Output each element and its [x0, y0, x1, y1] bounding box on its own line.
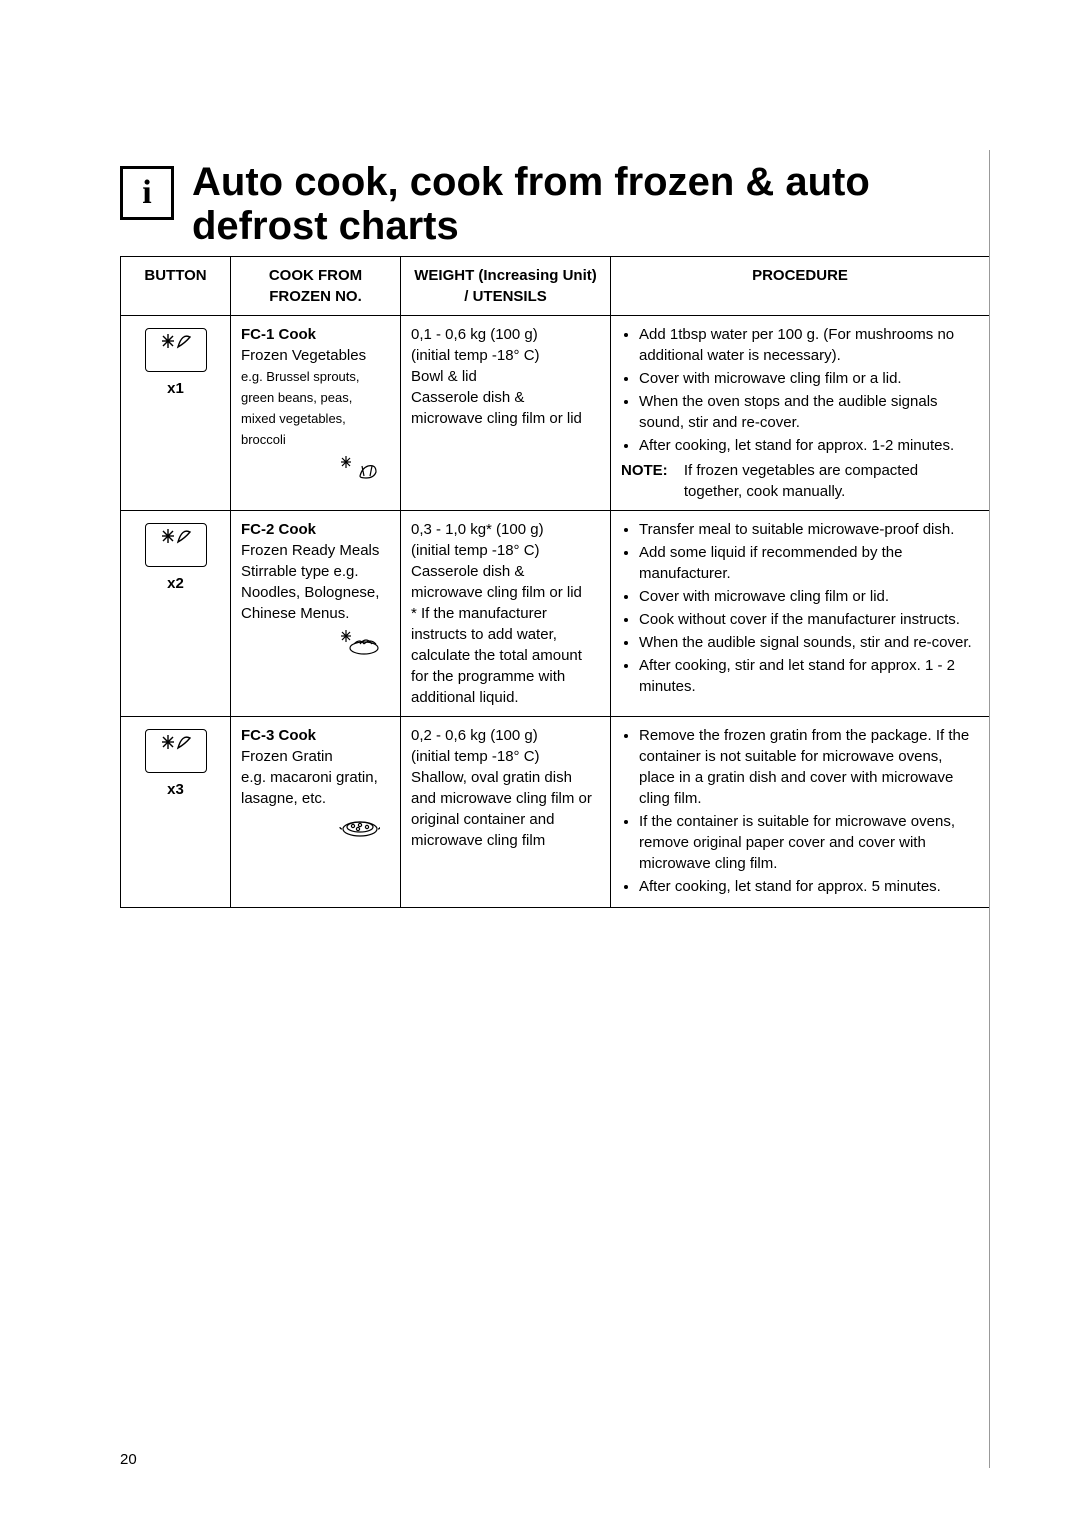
- note-text: If frozen vegetables are compacted toget…: [684, 460, 964, 502]
- procedure-item: Cook without cover if the manufacturer i…: [639, 609, 979, 630]
- page-title: Auto cook, cook from frozen & auto defro…: [192, 160, 990, 248]
- procedure-item: Add 1tbsp water per 100 g. (For mushroom…: [639, 324, 979, 366]
- procedure-list: Remove the frozen gratin from the packag…: [621, 725, 979, 897]
- procedure-cell: Add 1tbsp water per 100 g. (For mushroom…: [611, 316, 990, 511]
- weight-cell: 0,3 - 1,0 kg* (100 g) (initial temp -18°…: [401, 511, 611, 717]
- frozen-button-icon: [145, 729, 207, 773]
- page-container: i Auto cook, cook from frozen & auto def…: [0, 0, 1080, 1528]
- procedure-cell: Transfer meal to suitable microwave-proo…: [611, 511, 990, 717]
- cook-cell: FC-2 Cook Frozen Ready Meals Stirrable t…: [231, 511, 401, 717]
- program-body: Frozen Gratin: [241, 748, 333, 765]
- press-count: x3: [131, 779, 220, 800]
- heading-row: i Auto cook, cook from frozen & auto def…: [120, 160, 990, 248]
- procedure-cell: Remove the frozen gratin from the packag…: [611, 717, 990, 908]
- gratin-icon: [241, 813, 390, 845]
- procedure-item: After cooking, let stand for approx. 5 m…: [639, 876, 979, 897]
- procedure-item: Add some liquid if recommended by the ma…: [639, 542, 979, 584]
- utensils: Casserole dish & microwave cling film or…: [411, 563, 582, 706]
- program-name: FC-1 Cook: [241, 326, 316, 343]
- table-row: x2 FC-2 Cook Frozen Ready Meals Stirrabl…: [121, 511, 990, 717]
- col-button: BUTTON: [121, 257, 231, 316]
- button-cell: x3: [121, 717, 231, 908]
- press-count: x2: [131, 573, 220, 594]
- procedure-item: Transfer meal to suitable microwave-proo…: [639, 519, 979, 540]
- initial-temp: (initial temp -18° C): [411, 542, 540, 559]
- weight-range: 0,1 - 0,6 kg (100 g): [411, 326, 538, 343]
- frozen-button-icon: [145, 523, 207, 567]
- weight-range: 0,3 - 1,0 kg* (100 g): [411, 521, 544, 538]
- program-name: FC-3 Cook: [241, 727, 316, 744]
- button-cell: x2: [121, 511, 231, 717]
- weight-cell: 0,2 - 0,6 kg (100 g) (initial temp -18° …: [401, 717, 611, 908]
- program-examples: e.g. Brussel sprouts, green beans, peas,…: [241, 369, 360, 447]
- utensils: Bowl & lid Casserole dish & microwave cl…: [411, 368, 582, 427]
- col-cook-from: COOK FROM FROZEN NO.: [231, 257, 401, 316]
- frozen-button-icon: [145, 328, 207, 372]
- note-line: NOTE: If frozen vegetables are compacted…: [621, 460, 979, 502]
- program-examples: e.g. macaroni gratin, lasagne, etc.: [241, 769, 378, 807]
- weight-cell: 0,1 - 0,6 kg (100 g) (initial temp -18° …: [401, 316, 611, 511]
- procedure-list: Add 1tbsp water per 100 g. (For mushroom…: [621, 324, 979, 456]
- procedure-item: If the container is suitable for microwa…: [639, 811, 979, 874]
- table-row: x1 FC-1 Cook Frozen Vegetables e.g. Brus…: [121, 316, 990, 511]
- procedure-item: After cooking, let stand for approx. 1-2…: [639, 435, 979, 456]
- button-cell: x1: [121, 316, 231, 511]
- right-margin-line: [989, 150, 990, 1468]
- cook-cell: FC-1 Cook Frozen Vegetables e.g. Brussel…: [231, 316, 401, 511]
- procedure-item: When the audible signal sounds, stir and…: [639, 632, 979, 653]
- program-examples: Stirrable type e.g. Noodles, Bolognese, …: [241, 563, 379, 622]
- table-header-row: BUTTON COOK FROM FROZEN NO. WEIGHT (Incr…: [121, 257, 990, 316]
- program-body: Frozen Ready Meals: [241, 542, 379, 559]
- procedure-list: Transfer meal to suitable microwave-proo…: [621, 519, 979, 697]
- procedure-item: After cooking, stir and let stand for ap…: [639, 655, 979, 697]
- noodles-icon: [241, 628, 390, 662]
- broccoli-icon: [241, 454, 390, 486]
- cook-cell: FC-3 Cook Frozen Gratin e.g. macaroni gr…: [231, 717, 401, 908]
- weight-range: 0,2 - 0,6 kg (100 g): [411, 727, 538, 744]
- table-row: x3 FC-3 Cook Frozen Gratin e.g. macaroni…: [121, 717, 990, 908]
- press-count: x1: [131, 378, 220, 399]
- info-icon: i: [120, 166, 174, 220]
- col-procedure: PROCEDURE: [611, 257, 990, 316]
- note-label: NOTE:: [621, 460, 668, 481]
- defrost-chart-table: BUTTON COOK FROM FROZEN NO. WEIGHT (Incr…: [120, 256, 990, 908]
- program-body: Frozen Vegetables: [241, 347, 366, 364]
- utensils: Shallow, oval gratin dish and microwave …: [411, 769, 592, 849]
- procedure-item: When the oven stops and the audible sign…: [639, 391, 979, 433]
- initial-temp: (initial temp -18° C): [411, 748, 540, 765]
- procedure-item: Cover with microwave cling film or a lid…: [639, 368, 979, 389]
- col-weight: WEIGHT (Increasing Unit) / UTENSILS: [401, 257, 611, 316]
- initial-temp: (initial temp -18° C): [411, 347, 540, 364]
- page-number: 20: [120, 1451, 137, 1468]
- program-name: FC-2 Cook: [241, 521, 316, 538]
- procedure-item: Cover with microwave cling film or lid.: [639, 586, 979, 607]
- procedure-item: Remove the frozen gratin from the packag…: [639, 725, 979, 809]
